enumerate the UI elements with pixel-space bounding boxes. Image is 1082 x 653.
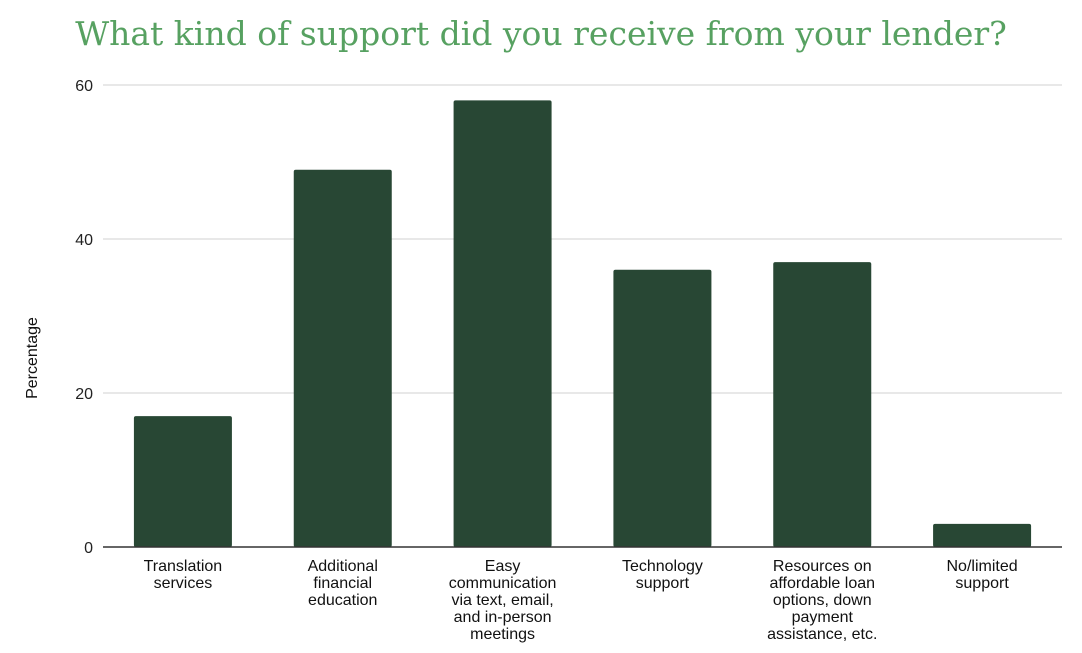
x-category-label: Translation services xyxy=(144,558,223,592)
bar xyxy=(613,269,712,547)
x-category-label-line: payment xyxy=(792,609,854,626)
x-category-label-line: meetings xyxy=(470,626,535,643)
x-category-label-line: Additional xyxy=(308,558,378,575)
x-category-label-line: support xyxy=(636,575,690,592)
x-category-label-line: Resources on xyxy=(773,558,872,575)
bar xyxy=(933,523,1032,547)
x-category-label: Easy communication via text, email, and in-… xyxy=(449,558,557,643)
x-category-label: Resources on affordable loan options, down… xyxy=(767,558,877,643)
x-category-label: Additional financial education xyxy=(308,558,378,609)
x-category-label-line: assistance, etc. xyxy=(767,626,877,643)
x-category-label: Technology support xyxy=(622,558,703,592)
x-category-label-line: financial xyxy=(313,575,372,592)
bar xyxy=(773,262,872,547)
y-tick-label: 0 xyxy=(84,540,93,557)
chart-title: What kind of support did you receive fro… xyxy=(75,14,1007,53)
x-category-label-line: services xyxy=(154,575,213,592)
x-category-label-line: affordable loan xyxy=(769,575,875,592)
y-axis-ticks: 0 20 40 60 xyxy=(75,78,93,557)
bars xyxy=(133,100,1032,548)
x-category-label-line: support xyxy=(955,575,1009,592)
x-category-label-line: communication xyxy=(449,575,557,592)
x-category-label-line: Technology xyxy=(622,558,703,575)
x-category-label: No/limited support xyxy=(947,558,1018,592)
x-category-label-line: education xyxy=(308,592,377,609)
y-tick-label: 20 xyxy=(75,386,93,403)
y-tick-label: 40 xyxy=(75,232,93,249)
x-category-label-line: Translation xyxy=(144,558,223,575)
x-category-label-line: via text, email, xyxy=(451,592,553,609)
bar xyxy=(293,169,392,547)
bar xyxy=(133,416,232,547)
bar xyxy=(453,100,552,548)
x-category-label-line: No/limited xyxy=(947,558,1018,575)
x-category-label-line: options, down xyxy=(773,592,872,609)
x-category-label-line: and in-person xyxy=(454,609,552,626)
y-tick-label: 60 xyxy=(75,78,93,95)
x-category-label-line: Easy xyxy=(485,558,521,575)
gridlines xyxy=(103,84,1062,394)
y-axis-title: Percentage xyxy=(24,317,41,399)
x-axis-category-labels: Translation services Additional financial ed… xyxy=(144,558,1018,643)
